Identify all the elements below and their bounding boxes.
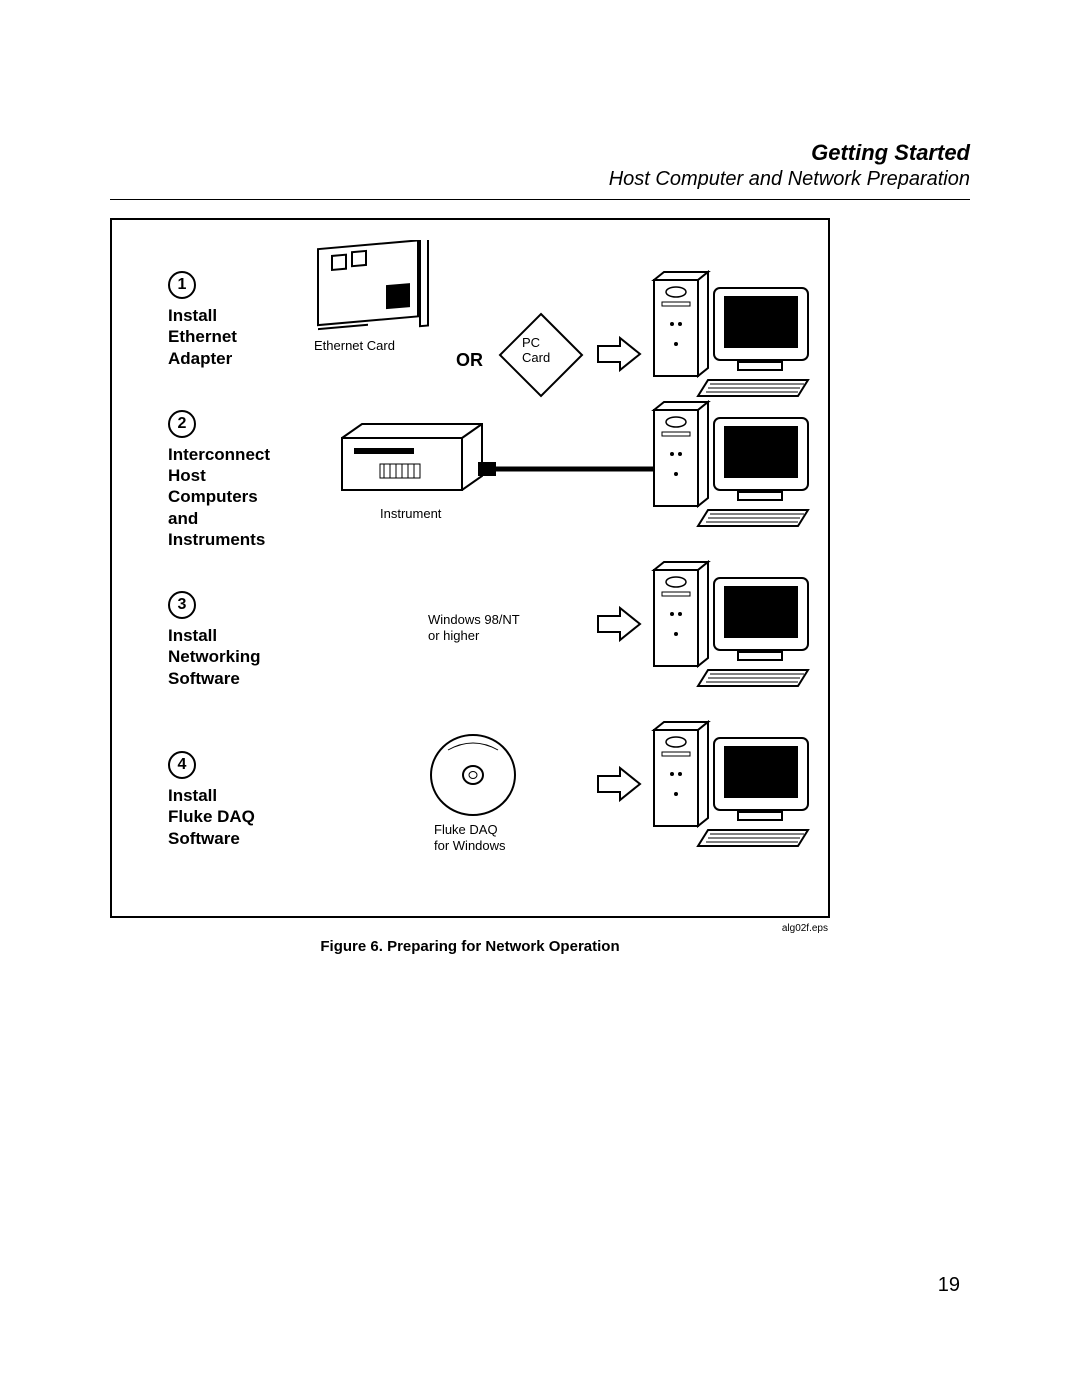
step-2-title: Interconnect Host Computers and Instrume…: [168, 444, 300, 550]
page-number: 19: [938, 1274, 960, 1297]
document-page: Getting Started Host Computer and Networ…: [0, 0, 1080, 1397]
step-2-graphics: Instrument: [308, 400, 812, 560]
arrow-icon: [596, 334, 644, 374]
step-3-number: 3: [168, 591, 196, 619]
computer-icon: [648, 560, 818, 690]
step-1-row: 1 Install Ethernet Adapter Ethernet C: [128, 240, 812, 400]
instrument-icon: [338, 420, 488, 510]
computer-icon: [648, 400, 818, 530]
arrow-icon: [596, 604, 644, 644]
ethernet-card-label: Ethernet Card: [314, 338, 395, 353]
step-2-number: 2: [168, 410, 196, 438]
step-3-graphics: Windows 98/NT or higher: [308, 560, 812, 720]
page-header: Getting Started Host Computer and Networ…: [110, 140, 970, 191]
step-4-number: 4: [168, 751, 196, 779]
computer-icon: [648, 270, 818, 400]
header-subtitle: Host Computer and Network Preparation: [110, 168, 970, 191]
step-3-label: 3 Install Networking Software: [128, 591, 308, 689]
header-rule: [110, 199, 970, 200]
step-1-graphics: Ethernet Card OR PC Card: [308, 240, 812, 400]
step-2-row: 2 Interconnect Host Computers and Instru…: [128, 400, 812, 560]
cd-icon: [428, 730, 518, 820]
step-4-graphics: Fluke DAQ for Windows: [308, 720, 812, 880]
or-label: OR: [456, 350, 483, 371]
computer-icon: [648, 720, 818, 850]
step-4-title: Install Fluke DAQ Software: [168, 785, 300, 849]
step-3-title: Install Networking Software: [168, 625, 300, 689]
step-1-title: Install Ethernet Adapter: [168, 305, 300, 369]
step-4-label: 4 Install Fluke DAQ Software: [128, 751, 308, 849]
os-label: Windows 98/NT or higher: [428, 612, 520, 643]
step-2-label: 2 Interconnect Host Computers and Instru…: [128, 410, 308, 550]
arrow-icon: [596, 764, 644, 804]
eps-filename: alg02f.eps: [782, 923, 828, 934]
step-4-row: 4 Install Fluke DAQ Software Fluke DAQ: [128, 720, 812, 880]
instrument-label: Instrument: [380, 506, 441, 521]
step-1-label: 1 Install Ethernet Adapter: [128, 271, 308, 369]
ethernet-card-icon: [308, 240, 438, 350]
pc-card-label: PC Card: [522, 336, 550, 366]
header-title: Getting Started: [110, 140, 970, 166]
figure-caption: Figure 6. Preparing for Network Operatio…: [110, 938, 830, 955]
step-1-number: 1: [168, 271, 196, 299]
software-label: Fluke DAQ for Windows: [434, 822, 506, 853]
step-3-row: 3 Install Networking Software Windows 98…: [128, 560, 812, 720]
figure-box: 1 Install Ethernet Adapter Ethernet C: [110, 218, 830, 918]
